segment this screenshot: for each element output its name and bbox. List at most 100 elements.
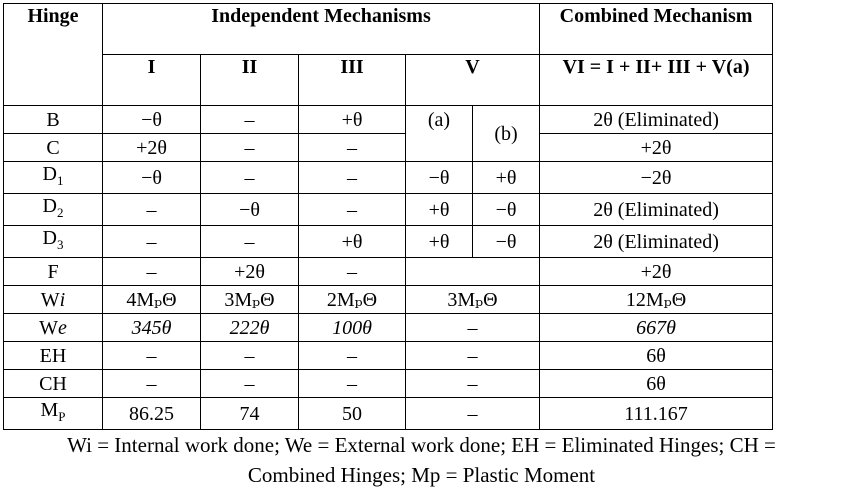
cell-I: +2θ xyxy=(102,133,201,162)
row-label-subscript: P xyxy=(58,409,66,424)
row-label-text: CH xyxy=(39,372,67,395)
table-row: D3– – +θ +θ −θ 2θ (Eliminated) xyxy=(3,225,774,258)
cell-V-b: −θ xyxy=(471,225,541,258)
cell-combined: 667θ xyxy=(539,313,774,342)
cell-II: – xyxy=(200,161,299,194)
table-row: Wi 4MₚΘ 3MₚΘ 2MₚΘ 3MₚΘ 12MₚΘ xyxy=(3,285,774,314)
cell-I: 86.25 xyxy=(102,397,201,430)
cell-II: – xyxy=(200,369,299,398)
col-header-VI: VI = I + II+ III + V(a) xyxy=(539,54,774,106)
table-row: EH – – – –6θ xyxy=(3,341,774,370)
cell-V-a: (a) xyxy=(405,105,473,134)
row-label-subscript: 2 xyxy=(56,205,64,220)
row-label-text: F xyxy=(47,260,59,283)
cell-V: – xyxy=(404,341,541,370)
table-row: F – +2θ – +2θ xyxy=(3,257,774,286)
mechanism-table: Hinge Independent Mechanisms Combined Me… xyxy=(3,3,774,430)
row-label: D3 xyxy=(3,225,103,258)
col-header-I: I xyxy=(102,54,201,106)
row-label-text: EH xyxy=(39,344,67,367)
table-row: B −θ – +θ (a) (b) 2θ (Eliminated) xyxy=(3,105,774,162)
cell-II: – xyxy=(200,341,299,370)
row-label: D1 xyxy=(3,161,103,194)
cell-combined: 6θ xyxy=(539,341,774,370)
cell-V: 3MₚΘ xyxy=(404,285,541,314)
cell-III: – xyxy=(298,341,406,370)
row-label-text: B xyxy=(46,108,60,131)
cell-V xyxy=(404,257,541,286)
caption-line-2: Combined Hinges; Mp = Plastic Moment xyxy=(247,463,596,487)
cell-combined: +2θ xyxy=(539,257,774,286)
combined-mechanism-header: Combined Mechanism xyxy=(539,3,774,55)
header-row-2: I II III V VI = I + II+ III + V(a) xyxy=(4,54,774,106)
cell-II: 3MₚΘ xyxy=(200,285,299,314)
row-label: We xyxy=(3,313,103,342)
cell-I: – xyxy=(102,225,201,258)
row-label: C xyxy=(3,133,103,162)
cell-V: – xyxy=(404,369,541,398)
row-label: D2 xyxy=(3,193,103,226)
cell-I: – xyxy=(102,369,201,398)
cell-II: – xyxy=(200,225,299,258)
hinge-header: Hinge xyxy=(3,3,103,106)
cell-III: – xyxy=(298,161,406,194)
table-row: CH – – – –6θ xyxy=(3,369,774,398)
row-label-text: D xyxy=(42,163,57,185)
cell-III: +θ xyxy=(298,105,406,134)
cell-II: −θ xyxy=(200,193,299,226)
table-body: B −θ – +θ (a) (b) 2θ (Eliminated) C +2θ – – +2θ D1 −θ… xyxy=(3,105,774,430)
row-label-subscript: 1 xyxy=(56,173,64,188)
cell-I: – xyxy=(102,193,201,226)
cell-V-a: +θ xyxy=(405,193,473,226)
table-row: C +2θ – – +2θ xyxy=(3,133,774,162)
cell-III: – xyxy=(298,257,406,286)
row-label: Wi xyxy=(3,285,103,314)
cell-II: +2θ xyxy=(200,257,299,286)
row-label-text: M xyxy=(40,399,59,421)
cell-combined: 111.167 xyxy=(539,397,774,430)
row-label-text: D xyxy=(42,195,57,217)
col-header-II: II xyxy=(200,54,299,106)
cell-II: – xyxy=(200,133,299,162)
cell-combined: −2θ xyxy=(539,161,774,194)
header-row-1: Hinge Independent Mechanisms Combined Me… xyxy=(3,3,774,106)
cell-combined: 2θ (Eliminated) xyxy=(539,193,774,226)
cell-V-b: (b) xyxy=(471,105,541,162)
cell-V-a: +θ xyxy=(405,225,473,258)
cell-I: −θ xyxy=(102,105,201,134)
cell-combined: 6θ xyxy=(539,369,774,398)
cell-V-b: −θ xyxy=(471,193,541,226)
cell-combined: 2θ (Eliminated) xyxy=(539,105,774,134)
cell-I: – xyxy=(102,341,201,370)
table-row: D2– −θ – +θ −θ 2θ (Eliminated) xyxy=(3,193,774,226)
cell-III: – xyxy=(298,193,406,226)
row-label: MP xyxy=(3,397,103,430)
cell-I: 4MₚΘ xyxy=(102,285,201,314)
row-label: F xyxy=(3,257,103,286)
table-row: D1 −θ – – −θ +θ −2θ xyxy=(3,161,774,194)
row-label-text: W xyxy=(40,288,60,311)
row-label-text: C xyxy=(46,136,60,159)
cell-III: +θ xyxy=(298,225,406,258)
cell-V-b: +θ xyxy=(471,161,541,194)
cell-V-a: −θ xyxy=(405,161,473,194)
cell-I: 345θ xyxy=(102,313,201,342)
row-label: EH xyxy=(3,341,103,370)
col-header-V: V xyxy=(404,54,541,106)
row-label: B xyxy=(3,105,103,134)
cell-I: – xyxy=(102,257,201,286)
cell-II: 222θ xyxy=(200,313,299,342)
cell-III: 50 xyxy=(298,397,406,430)
cell-V: – xyxy=(404,313,541,342)
row-label-text: D xyxy=(42,227,57,249)
col-header-III: III xyxy=(298,54,406,106)
cell-combined: +2θ xyxy=(539,133,774,162)
cell-V-a xyxy=(405,133,473,162)
cell-II: – xyxy=(200,105,299,134)
cell-combined: 2θ (Eliminated) xyxy=(539,225,774,258)
cell-III: 100θ xyxy=(298,313,406,342)
row-label-italic: i xyxy=(59,288,66,311)
independent-mechanisms-header: Independent Mechanisms xyxy=(101,3,541,55)
table-row: We 345θ 222θ 100θ –667θ xyxy=(3,313,774,342)
row-label-italic: e xyxy=(58,316,67,339)
